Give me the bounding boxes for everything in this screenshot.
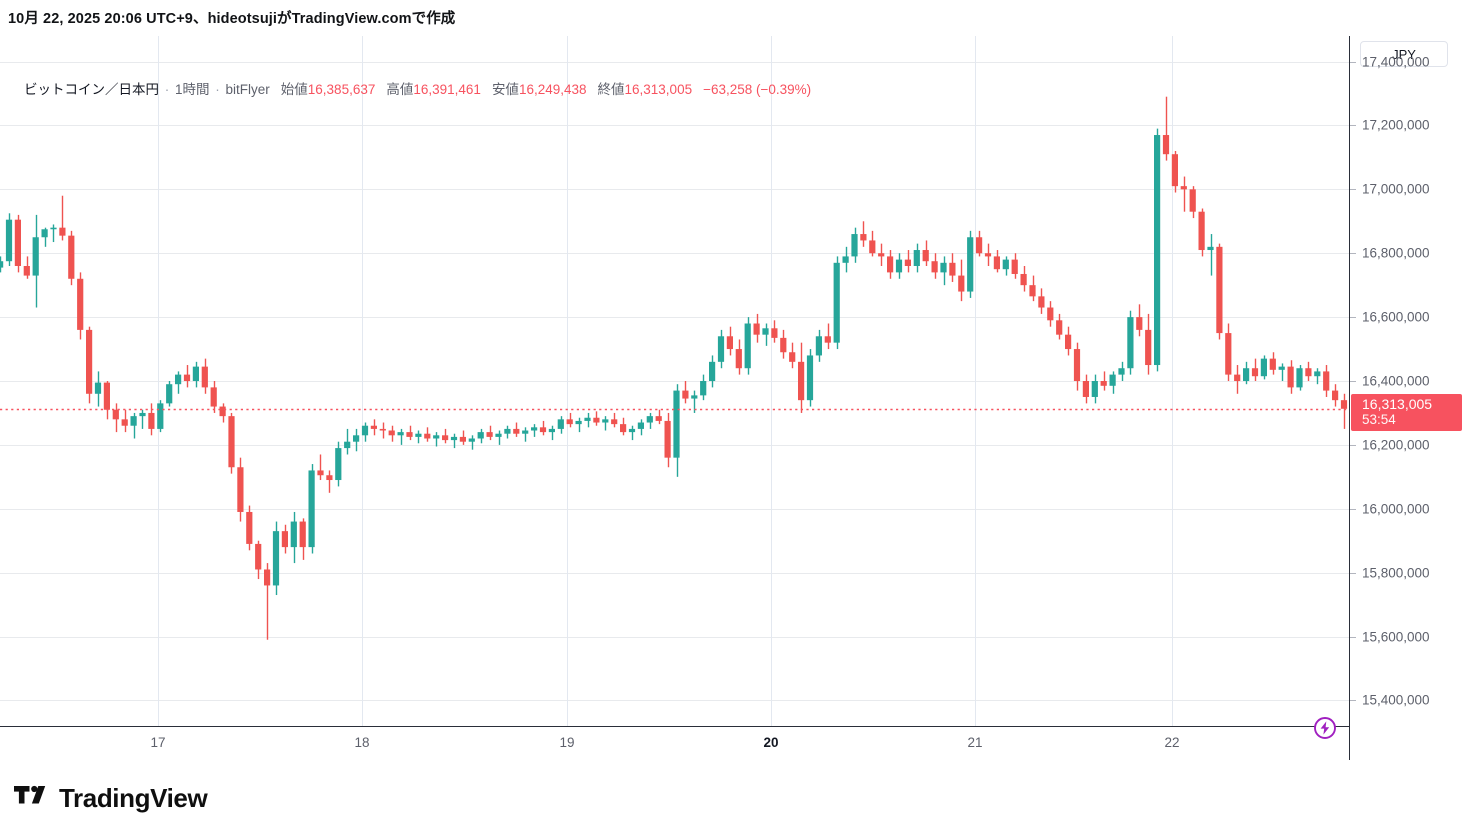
price-tick-label: 16,600,000 — [1362, 309, 1430, 325]
price-tick-label: 17,400,000 — [1362, 53, 1430, 69]
price-tick-mark — [1350, 317, 1356, 319]
candlestick-canvas — [0, 36, 1349, 726]
time-tick-label: 17 — [150, 735, 166, 750]
price-tick-label: 16,800,000 — [1362, 245, 1430, 261]
price-tick-mark — [1350, 125, 1356, 127]
lightning-bolt-icon[interactable] — [1313, 716, 1337, 740]
price-tick-label: 15,800,000 — [1362, 564, 1430, 580]
footer: TradingView — [0, 760, 1462, 833]
time-tick-label: 18 — [354, 735, 370, 750]
price-tick-mark — [1350, 572, 1356, 574]
price-tick-mark — [1350, 700, 1356, 702]
tradingview-wordmark: TradingView — [59, 782, 208, 813]
current-price-value: 16,313,005 — [1362, 395, 1433, 412]
bar-countdown: 53:54 — [1362, 411, 1396, 427]
price-tick-label: 15,400,000 — [1362, 692, 1430, 708]
price-tick-label: 16,200,000 — [1362, 437, 1430, 453]
time-tick-label: 21 — [967, 735, 983, 750]
price-tick-mark — [1350, 61, 1356, 63]
tradingview-logo[interactable]: TradingView — [14, 782, 208, 813]
price-tick-mark — [1350, 189, 1356, 191]
current-price-badge: 16,313,005 53:54 — [1351, 393, 1462, 431]
time-tick-label: 19 — [559, 735, 575, 750]
attribution-text: 10月 22, 2025 20:06 UTC+9、hideotsujiがTrad… — [8, 11, 456, 27]
time-tick-label: 20 — [763, 735, 779, 750]
tradingview-logomark-icon — [14, 784, 50, 811]
price-tick-mark — [1350, 508, 1356, 510]
chart-frame: ビットコイン／日本円 · 1時間 · bitFlyer 始値16,385,637 高… — [0, 36, 1462, 760]
price-tick-mark — [1350, 444, 1356, 446]
price-tick-label: 17,000,000 — [1362, 181, 1430, 197]
price-tick-label: 17,200,000 — [1362, 117, 1430, 133]
price-tick-label: 16,000,000 — [1362, 501, 1430, 517]
price-tick-mark — [1350, 381, 1356, 382]
chart-plot-area[interactable] — [0, 36, 1349, 726]
price-tick-label: 15,600,000 — [1362, 628, 1430, 644]
price-tick-label: 16,400,000 — [1362, 373, 1430, 389]
currency-badge[interactable]: JPY — [1360, 41, 1448, 67]
time-tick-label: 22 — [1164, 735, 1180, 750]
price-axis[interactable]: JPY 17,400,000 17,200,000 17,000,000 16,800… — [1349, 36, 1462, 760]
price-tick-mark — [1350, 636, 1356, 638]
time-axis[interactable]: 17 18 19 20 21 22 — [0, 726, 1349, 760]
price-tick-mark — [1350, 253, 1356, 255]
